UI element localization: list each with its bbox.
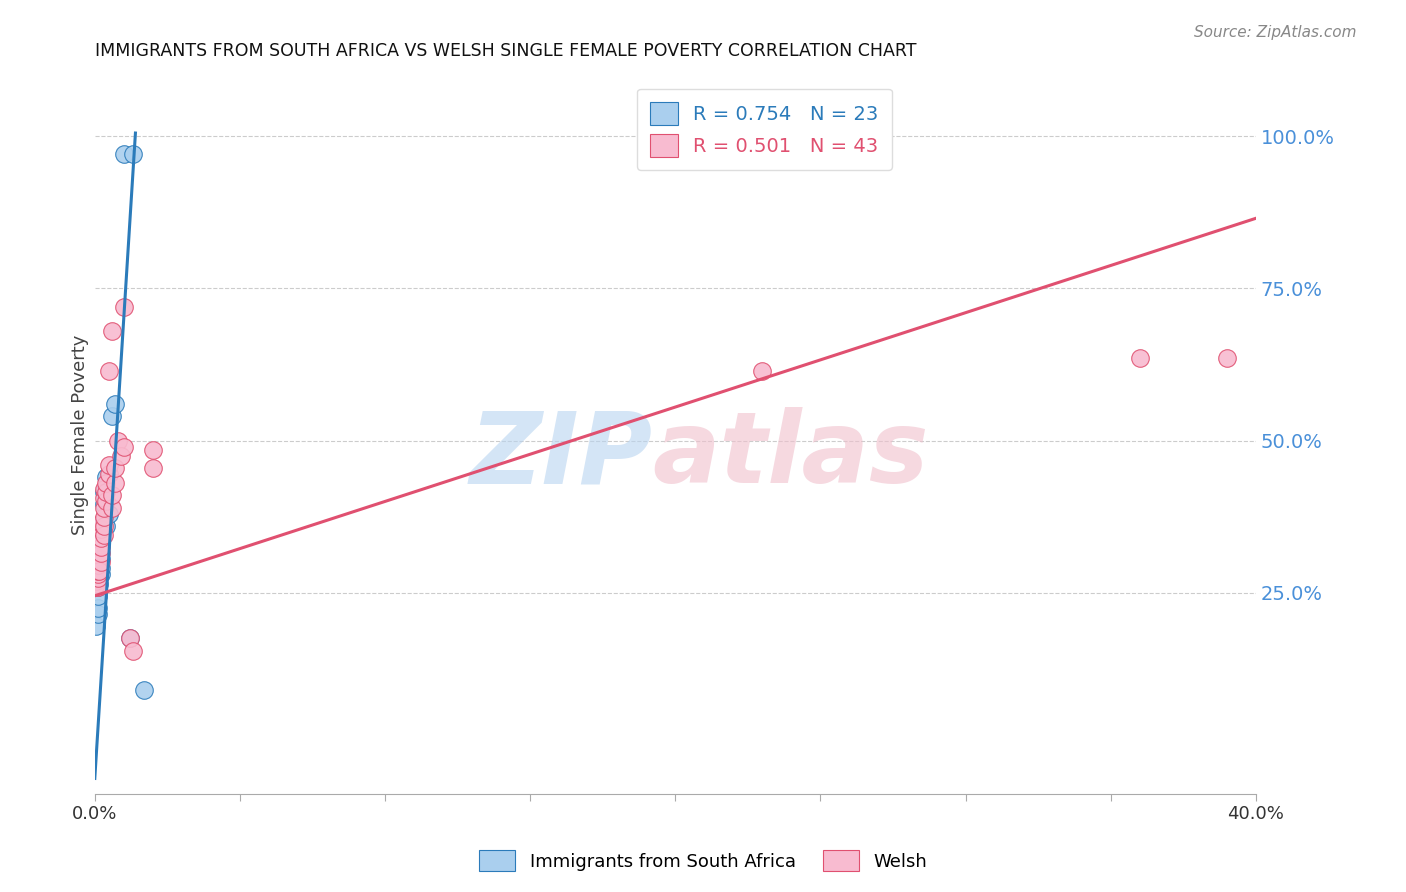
Legend: R = 0.754   N = 23, R = 0.501   N = 43: R = 0.754 N = 23, R = 0.501 N = 43	[637, 88, 891, 170]
Point	[112, 440, 135, 454]
Point	[86, 565, 108, 579]
Point	[98, 507, 121, 521]
Point	[86, 574, 108, 588]
Point	[96, 518, 118, 533]
Point	[118, 632, 141, 646]
Point	[121, 147, 143, 161]
Point	[91, 524, 114, 539]
Point	[751, 363, 773, 377]
Point	[84, 576, 107, 591]
Point	[93, 518, 115, 533]
Point	[112, 147, 135, 161]
Point	[98, 458, 121, 472]
Point	[93, 491, 115, 506]
Point	[96, 476, 118, 491]
Point	[86, 589, 108, 603]
Point	[89, 576, 111, 591]
Point	[89, 565, 111, 579]
Point	[107, 434, 129, 448]
Point	[86, 580, 108, 594]
Point	[142, 442, 165, 457]
Point	[93, 513, 115, 527]
Text: ZIP: ZIP	[470, 408, 652, 505]
Point	[93, 498, 115, 512]
Point	[86, 567, 108, 582]
Point	[93, 500, 115, 515]
Y-axis label: Single Female Poverty: Single Female Poverty	[72, 334, 89, 534]
Point	[90, 555, 112, 569]
Point	[118, 632, 141, 646]
Point	[86, 601, 108, 615]
Point	[104, 461, 127, 475]
Point	[104, 397, 127, 411]
Point	[86, 570, 108, 584]
Point	[86, 607, 108, 621]
Point	[104, 476, 127, 491]
Point	[93, 482, 115, 496]
Point	[101, 409, 124, 424]
Point	[93, 485, 115, 500]
Point	[96, 485, 118, 500]
Point	[93, 509, 115, 524]
Point	[101, 324, 124, 338]
Point	[1129, 351, 1152, 366]
Legend: Immigrants from South Africa, Welsh: Immigrants from South Africa, Welsh	[472, 843, 934, 879]
Text: atlas: atlas	[652, 408, 928, 505]
Point	[86, 558, 108, 573]
Point	[101, 488, 124, 502]
Point	[134, 683, 156, 698]
Point	[90, 540, 112, 554]
Point	[90, 522, 112, 536]
Point	[142, 461, 165, 475]
Text: IMMIGRANTS FROM SOUTH AFRICA VS WELSH SINGLE FEMALE POVERTY CORRELATION CHART: IMMIGRANTS FROM SOUTH AFRICA VS WELSH SI…	[94, 42, 917, 60]
Point	[101, 500, 124, 515]
Point	[84, 619, 107, 633]
Point	[96, 494, 118, 508]
Point	[86, 580, 108, 594]
Point	[93, 528, 115, 542]
Point	[90, 531, 112, 545]
Point	[90, 552, 112, 566]
Point	[90, 516, 112, 530]
Point	[90, 561, 112, 575]
Point	[110, 449, 132, 463]
Text: Source: ZipAtlas.com: Source: ZipAtlas.com	[1194, 25, 1357, 40]
Point	[96, 470, 118, 484]
Point	[1216, 351, 1239, 366]
Point	[121, 643, 143, 657]
Point	[90, 546, 112, 560]
Point	[98, 363, 121, 377]
Point	[86, 552, 108, 566]
Point	[98, 467, 121, 481]
Point	[84, 574, 107, 588]
Point	[90, 567, 112, 582]
Point	[112, 300, 135, 314]
